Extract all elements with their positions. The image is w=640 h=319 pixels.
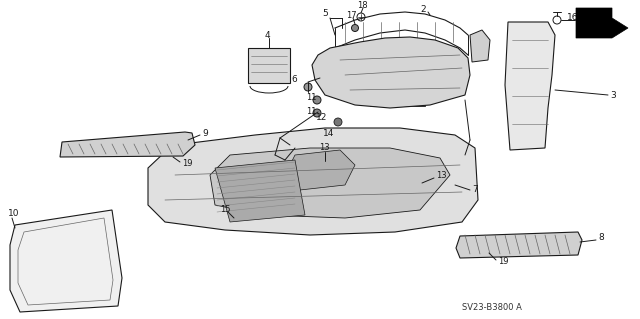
Text: 16: 16 xyxy=(567,12,579,21)
Circle shape xyxy=(351,25,358,32)
Text: 18: 18 xyxy=(357,2,367,11)
Text: 12: 12 xyxy=(316,114,327,122)
Polygon shape xyxy=(505,22,555,150)
Circle shape xyxy=(276,161,284,168)
Text: 15: 15 xyxy=(220,205,230,214)
Circle shape xyxy=(443,83,457,97)
Polygon shape xyxy=(10,210,122,312)
Circle shape xyxy=(417,168,424,175)
Circle shape xyxy=(353,71,367,85)
Polygon shape xyxy=(60,132,195,157)
Polygon shape xyxy=(215,160,305,222)
Polygon shape xyxy=(210,148,450,218)
Circle shape xyxy=(266,206,273,213)
Circle shape xyxy=(433,63,447,77)
Text: 13: 13 xyxy=(319,144,330,152)
Circle shape xyxy=(524,109,536,121)
Polygon shape xyxy=(456,232,582,258)
Text: 11: 11 xyxy=(306,107,317,115)
Circle shape xyxy=(527,42,533,48)
Circle shape xyxy=(321,161,329,169)
Circle shape xyxy=(527,77,533,83)
Polygon shape xyxy=(470,30,490,62)
Polygon shape xyxy=(148,128,478,235)
Circle shape xyxy=(313,96,321,104)
Text: 8: 8 xyxy=(598,234,604,242)
Circle shape xyxy=(484,243,494,253)
Text: 17: 17 xyxy=(346,11,356,19)
Polygon shape xyxy=(285,150,355,190)
Circle shape xyxy=(313,109,321,117)
Text: 7: 7 xyxy=(472,186,477,195)
Circle shape xyxy=(341,133,349,141)
Circle shape xyxy=(334,118,342,126)
Circle shape xyxy=(376,159,383,166)
Text: 10: 10 xyxy=(8,209,19,218)
Text: 9: 9 xyxy=(202,129,208,137)
Circle shape xyxy=(63,260,67,264)
Bar xyxy=(248,48,290,83)
Bar xyxy=(370,88,425,106)
Text: 14: 14 xyxy=(323,129,334,137)
Polygon shape xyxy=(576,8,628,38)
Circle shape xyxy=(304,83,312,91)
Text: 2: 2 xyxy=(420,5,426,14)
Circle shape xyxy=(196,167,204,174)
Text: 4: 4 xyxy=(264,31,270,40)
Text: 19: 19 xyxy=(498,257,509,266)
Text: FR.: FR. xyxy=(582,20,602,30)
Circle shape xyxy=(388,65,402,79)
Text: 11: 11 xyxy=(306,93,317,102)
Circle shape xyxy=(376,211,383,219)
Circle shape xyxy=(186,202,193,209)
Text: 5: 5 xyxy=(322,9,328,18)
Circle shape xyxy=(414,179,422,187)
Circle shape xyxy=(524,74,536,86)
Circle shape xyxy=(527,112,533,118)
Text: SV23-B3800 A: SV23-B3800 A xyxy=(462,303,522,313)
Circle shape xyxy=(426,202,433,209)
Text: 6: 6 xyxy=(291,76,297,85)
Polygon shape xyxy=(312,37,470,108)
Circle shape xyxy=(168,147,178,157)
Text: 3: 3 xyxy=(610,91,616,100)
Text: 19: 19 xyxy=(182,159,193,167)
Text: 13: 13 xyxy=(436,172,447,181)
Circle shape xyxy=(524,39,536,51)
Circle shape xyxy=(233,213,243,223)
